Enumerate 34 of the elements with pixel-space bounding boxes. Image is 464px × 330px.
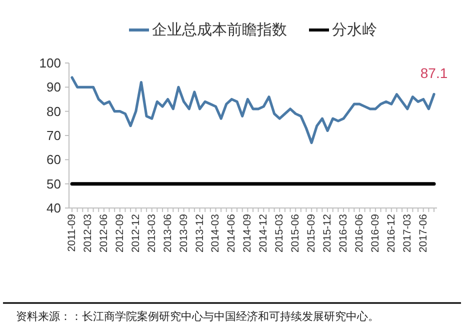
x-tick-label: 2014-09 [242, 214, 254, 253]
data-label: 87.1 [420, 65, 448, 82]
x-tick-label: 2013-06 [162, 214, 174, 253]
x-tick-label: 2013-03 [146, 214, 158, 253]
x-tick-label: 2015-12 [322, 214, 334, 253]
y-tick-label: 100 [39, 56, 61, 70]
y-tick-label: 50 [46, 176, 61, 192]
x-tick-label: 2015-09 [306, 214, 318, 253]
x-tick-label: 2017-03 [401, 214, 414, 253]
x-tick-label: 2012-09 [114, 214, 126, 253]
y-tick-label: 80 [46, 104, 61, 119]
x-tick-label: 2012-12 [130, 214, 142, 253]
x-tick-label: 2013-12 [194, 214, 206, 253]
x-tick-label: 2016-09 [369, 214, 382, 253]
y-tick-label: 90 [46, 80, 61, 95]
y-tick-label: 40 [46, 200, 61, 216]
x-tick-label: 2011-09 [66, 214, 78, 252]
text: 资料来源：：长江商学院案例研究中心与中国经济和可持续发展研究中心。 [16, 310, 379, 323]
x-tick-label: 2012-03 [82, 214, 94, 253]
x-tick-label: 2014-03 [210, 214, 222, 253]
x-tick-label: 2015-06 [290, 214, 302, 253]
x-tick-label: 2016-03 [338, 214, 350, 253]
y-tick-label: 70 [46, 128, 61, 143]
x-tick-label: 2017-06 [417, 214, 430, 253]
x-tick-label: 2016-12 [385, 214, 398, 253]
legend-label: 企业总成本前瞻指数 [152, 22, 287, 38]
legend-label: 分水岭 [332, 22, 377, 38]
y-tick-label: 60 [46, 152, 61, 168]
x-tick-label: 2016-06 [353, 214, 366, 253]
x-tick-label: 2014-06 [226, 214, 238, 253]
x-tick-label: 2012-06 [98, 214, 110, 253]
x-tick-label: 2013-09 [178, 214, 190, 253]
x-tick-label: 2014-12 [258, 214, 270, 253]
x-tick-label: 2015-03 [274, 214, 286, 253]
